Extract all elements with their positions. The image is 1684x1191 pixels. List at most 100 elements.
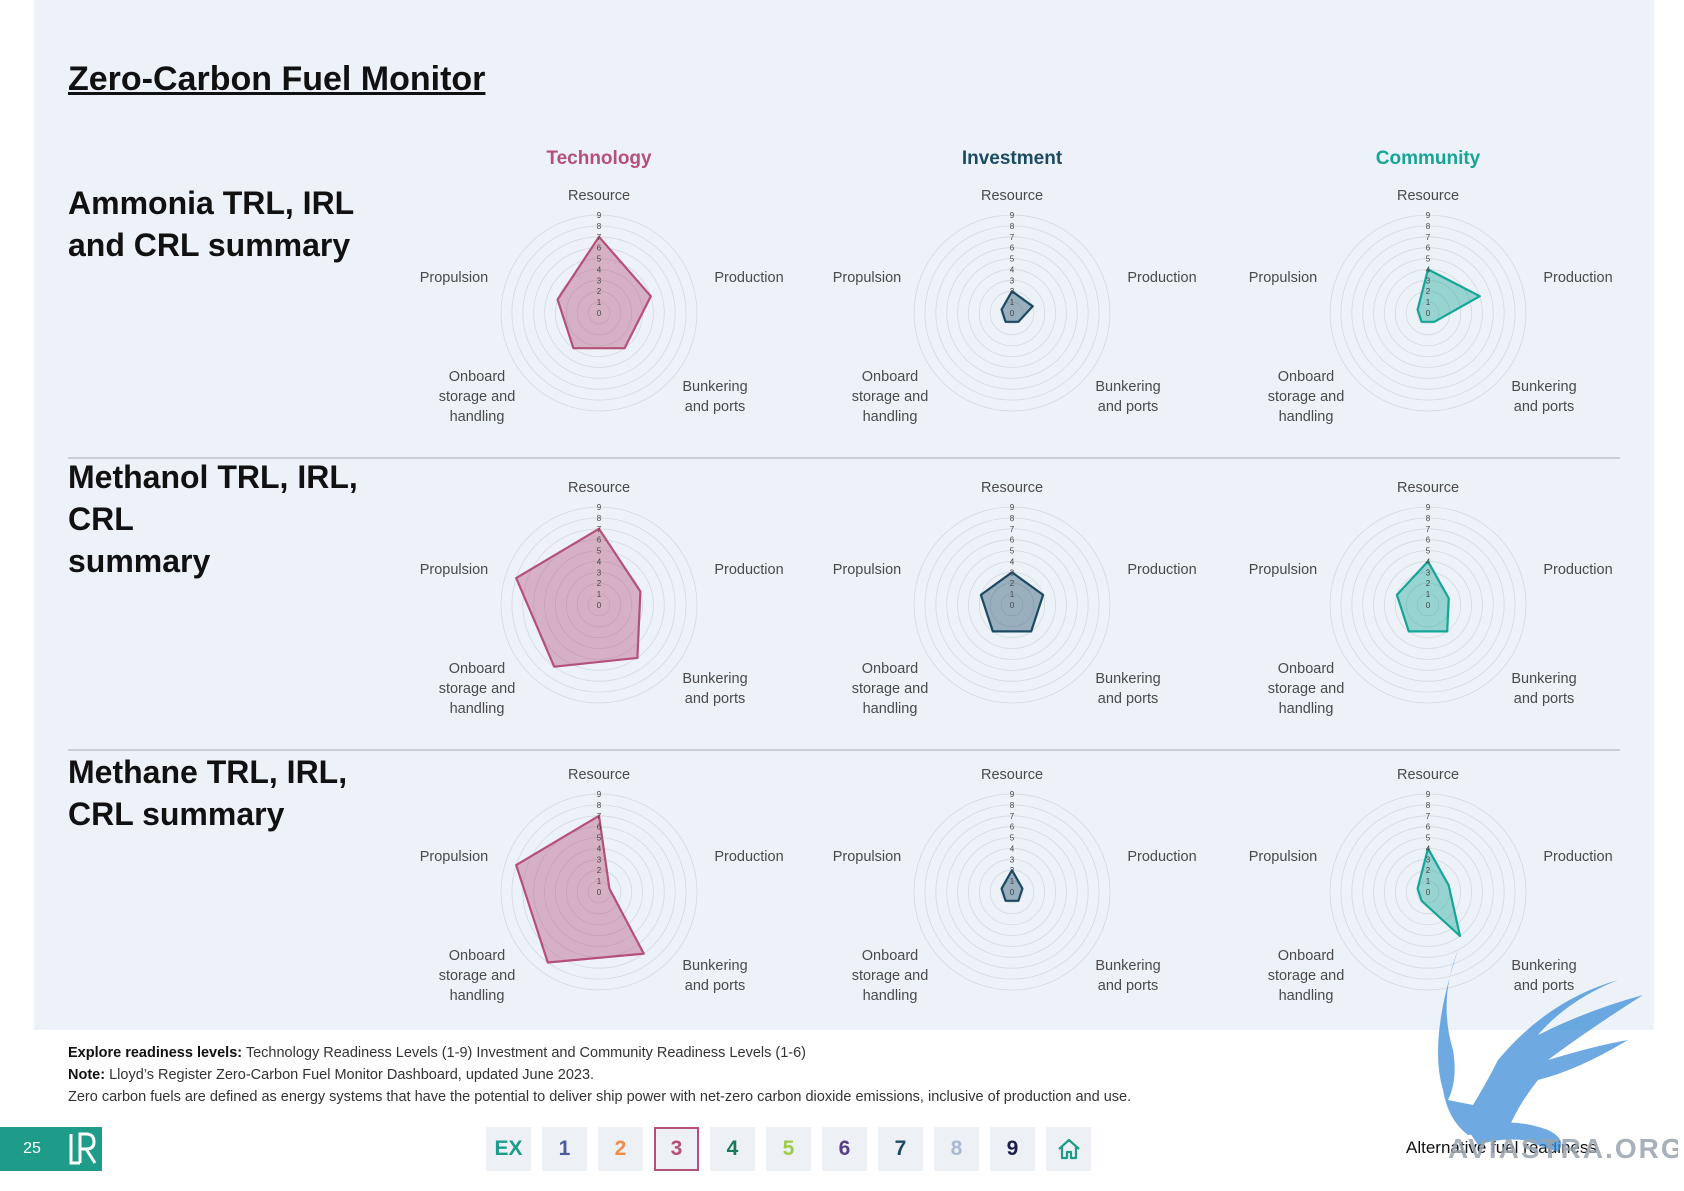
- radar-axis-label-line: Resource: [568, 767, 630, 783]
- radar-grid-ring: [1000, 301, 1024, 325]
- radar-axis-label: Production: [1127, 270, 1196, 286]
- radar-axis-label-line: Bunkering: [1511, 671, 1576, 687]
- radar-axis-label-line: storage and: [439, 681, 516, 697]
- radar-grid-ring: [544, 837, 654, 947]
- nav-section-3-button[interactable]: 3: [654, 1127, 699, 1171]
- radar-axis-label: Propulsion: [420, 849, 489, 865]
- radar-axis-label: Production: [714, 849, 783, 865]
- radar-axis-label-line: and ports: [1098, 691, 1158, 707]
- radar-tick-label: 4: [1010, 557, 1015, 566]
- radar-axis-label-line: Onboard: [862, 661, 918, 677]
- column-heading-community: Community: [1375, 148, 1481, 169]
- radar-axis-label-line: Propulsion: [833, 270, 902, 286]
- radar-axis-label: Propulsion: [1249, 849, 1318, 865]
- radar-axis-label: Resource: [1397, 188, 1459, 204]
- radar-tick-label: 6: [1426, 536, 1431, 545]
- lr-logo-icon[interactable]: [64, 1127, 102, 1171]
- radar-axis-label-line: Onboard: [862, 948, 918, 964]
- radar-axis-label: Resource: [568, 480, 630, 496]
- nav-section-9-button[interactable]: 9: [990, 1127, 1035, 1171]
- radar-axis-label-line: Production: [1543, 562, 1612, 578]
- radar-axis-label: Bunkering and ports: [682, 671, 747, 707]
- radar-axis-label: Propulsion: [420, 270, 489, 286]
- radar-grid-ring: [511, 225, 687, 401]
- page-number: 25: [0, 1127, 64, 1171]
- radar-axis-label-line: storage and: [1268, 389, 1345, 405]
- radar-axis-label-line: and ports: [1514, 978, 1574, 994]
- radar-axis-label-line: Propulsion: [420, 270, 489, 286]
- radar-tick-label: 1: [1426, 877, 1431, 886]
- radar-grid-ring: [1000, 880, 1024, 904]
- nav-section-ex-button[interactable]: EX: [486, 1127, 531, 1171]
- radar-tick-label: 3: [597, 855, 602, 864]
- radar-tick-label: 5: [597, 255, 602, 264]
- radar-tick-label: 0: [597, 888, 602, 897]
- radar-tick-label: 7: [597, 812, 602, 821]
- radar-tick-label: 3: [1426, 276, 1431, 285]
- nav-section-4-button[interactable]: 4: [710, 1127, 755, 1171]
- row-title-ammonia: Ammonia TRL, IRL and CRL summary: [68, 185, 355, 263]
- radar-grid-ring: [1373, 550, 1483, 660]
- radar-grid-ring: [1394, 279, 1462, 347]
- radar-tick-label: 2: [1010, 866, 1015, 875]
- nav-section-8-button[interactable]: 8: [934, 1127, 979, 1171]
- radar-tick-label: 6: [597, 244, 602, 253]
- radar-grid-ring: [913, 793, 1111, 991]
- notes-block: Explore readiness levels: Technology Rea…: [68, 1042, 1131, 1108]
- radar-axis-label-line: Bunkering: [1095, 379, 1160, 395]
- radar-axis-label: Propulsion: [833, 562, 902, 578]
- row-title-methane: Methane TRL, IRL, CRL summary: [68, 754, 348, 832]
- radar-axis-label-line: and ports: [1098, 399, 1158, 415]
- radar-grid-ring: [1329, 214, 1527, 412]
- nav-section-5-button[interactable]: 5: [766, 1127, 811, 1171]
- radar-grid-ring: [555, 561, 644, 650]
- nav-section-1-button[interactable]: 1: [542, 1127, 587, 1171]
- radar-tick-label: 6: [1010, 536, 1015, 545]
- radar-grid-ring: [1351, 236, 1505, 390]
- nav-section-7-button[interactable]: 7: [878, 1127, 923, 1171]
- radar-tick-label: 7: [1010, 812, 1015, 821]
- radar-axis-label-line: Production: [1127, 562, 1196, 578]
- nav-section-6-button[interactable]: 6: [822, 1127, 867, 1171]
- radar-axis-label-line: Propulsion: [420, 562, 489, 578]
- radar-axis-label-line: Propulsion: [833, 562, 902, 578]
- radar-axis-label: Bunkering and ports: [682, 379, 747, 415]
- radar-tick-label: 3: [1426, 855, 1431, 864]
- radar-tick-label: 1: [1010, 298, 1015, 307]
- nav-home-button[interactable]: [1046, 1127, 1091, 1171]
- radar-axis-label: Onboard storage and handling: [439, 661, 516, 717]
- radar-axis-label-line: Resource: [568, 188, 630, 204]
- radar-tick-label: 4: [1426, 265, 1431, 274]
- radar-axis-label-line: Resource: [981, 767, 1043, 783]
- radar-grid-ring: [1416, 593, 1440, 617]
- nav-section-label: 3: [670, 1137, 683, 1160]
- radar-tick-label: 7: [597, 525, 602, 534]
- radar-axis-label-line: handling: [1279, 409, 1334, 425]
- radar-tick-label: 2: [1426, 287, 1431, 296]
- radar-tick-label: 7: [1426, 525, 1431, 534]
- radar-axis-label: Onboard storage and handling: [439, 948, 516, 1004]
- radar-axis-label: Propulsion: [1249, 562, 1318, 578]
- radar-grid-ring: [1394, 858, 1462, 926]
- radar-tick-label: 9: [1010, 211, 1015, 220]
- radar-axis-label-line: Bunkering: [1095, 671, 1160, 687]
- radar-tick-label: 9: [597, 503, 602, 512]
- watermark-text: AVIASTRA.ORG: [1448, 1133, 1678, 1164]
- radar-axis-label-line: Resource: [1397, 188, 1459, 204]
- radar-axis-label: Propulsion: [833, 849, 902, 865]
- radar-tick-label: 0: [1010, 309, 1015, 318]
- radar-grid-ring: [500, 214, 698, 412]
- radar-tick-label: 6: [1426, 244, 1431, 253]
- radar-axis-label: Propulsion: [420, 562, 489, 578]
- radar-axis-label: Production: [1543, 562, 1612, 578]
- radar-axis-label-line: Production: [714, 270, 783, 286]
- radar-axis-label: Onboard storage and handling: [852, 661, 929, 717]
- radar-tick-label: 6: [1010, 244, 1015, 253]
- radar-grid-ring: [500, 506, 698, 704]
- nav-section-2-button[interactable]: 2: [598, 1127, 643, 1171]
- radar-grid-ring: [587, 880, 611, 904]
- radar-grid-ring: [968, 848, 1057, 937]
- page-title: Zero-Carbon Fuel Monitor: [68, 60, 486, 98]
- radar-series-investment-methane: [1000, 869, 1024, 902]
